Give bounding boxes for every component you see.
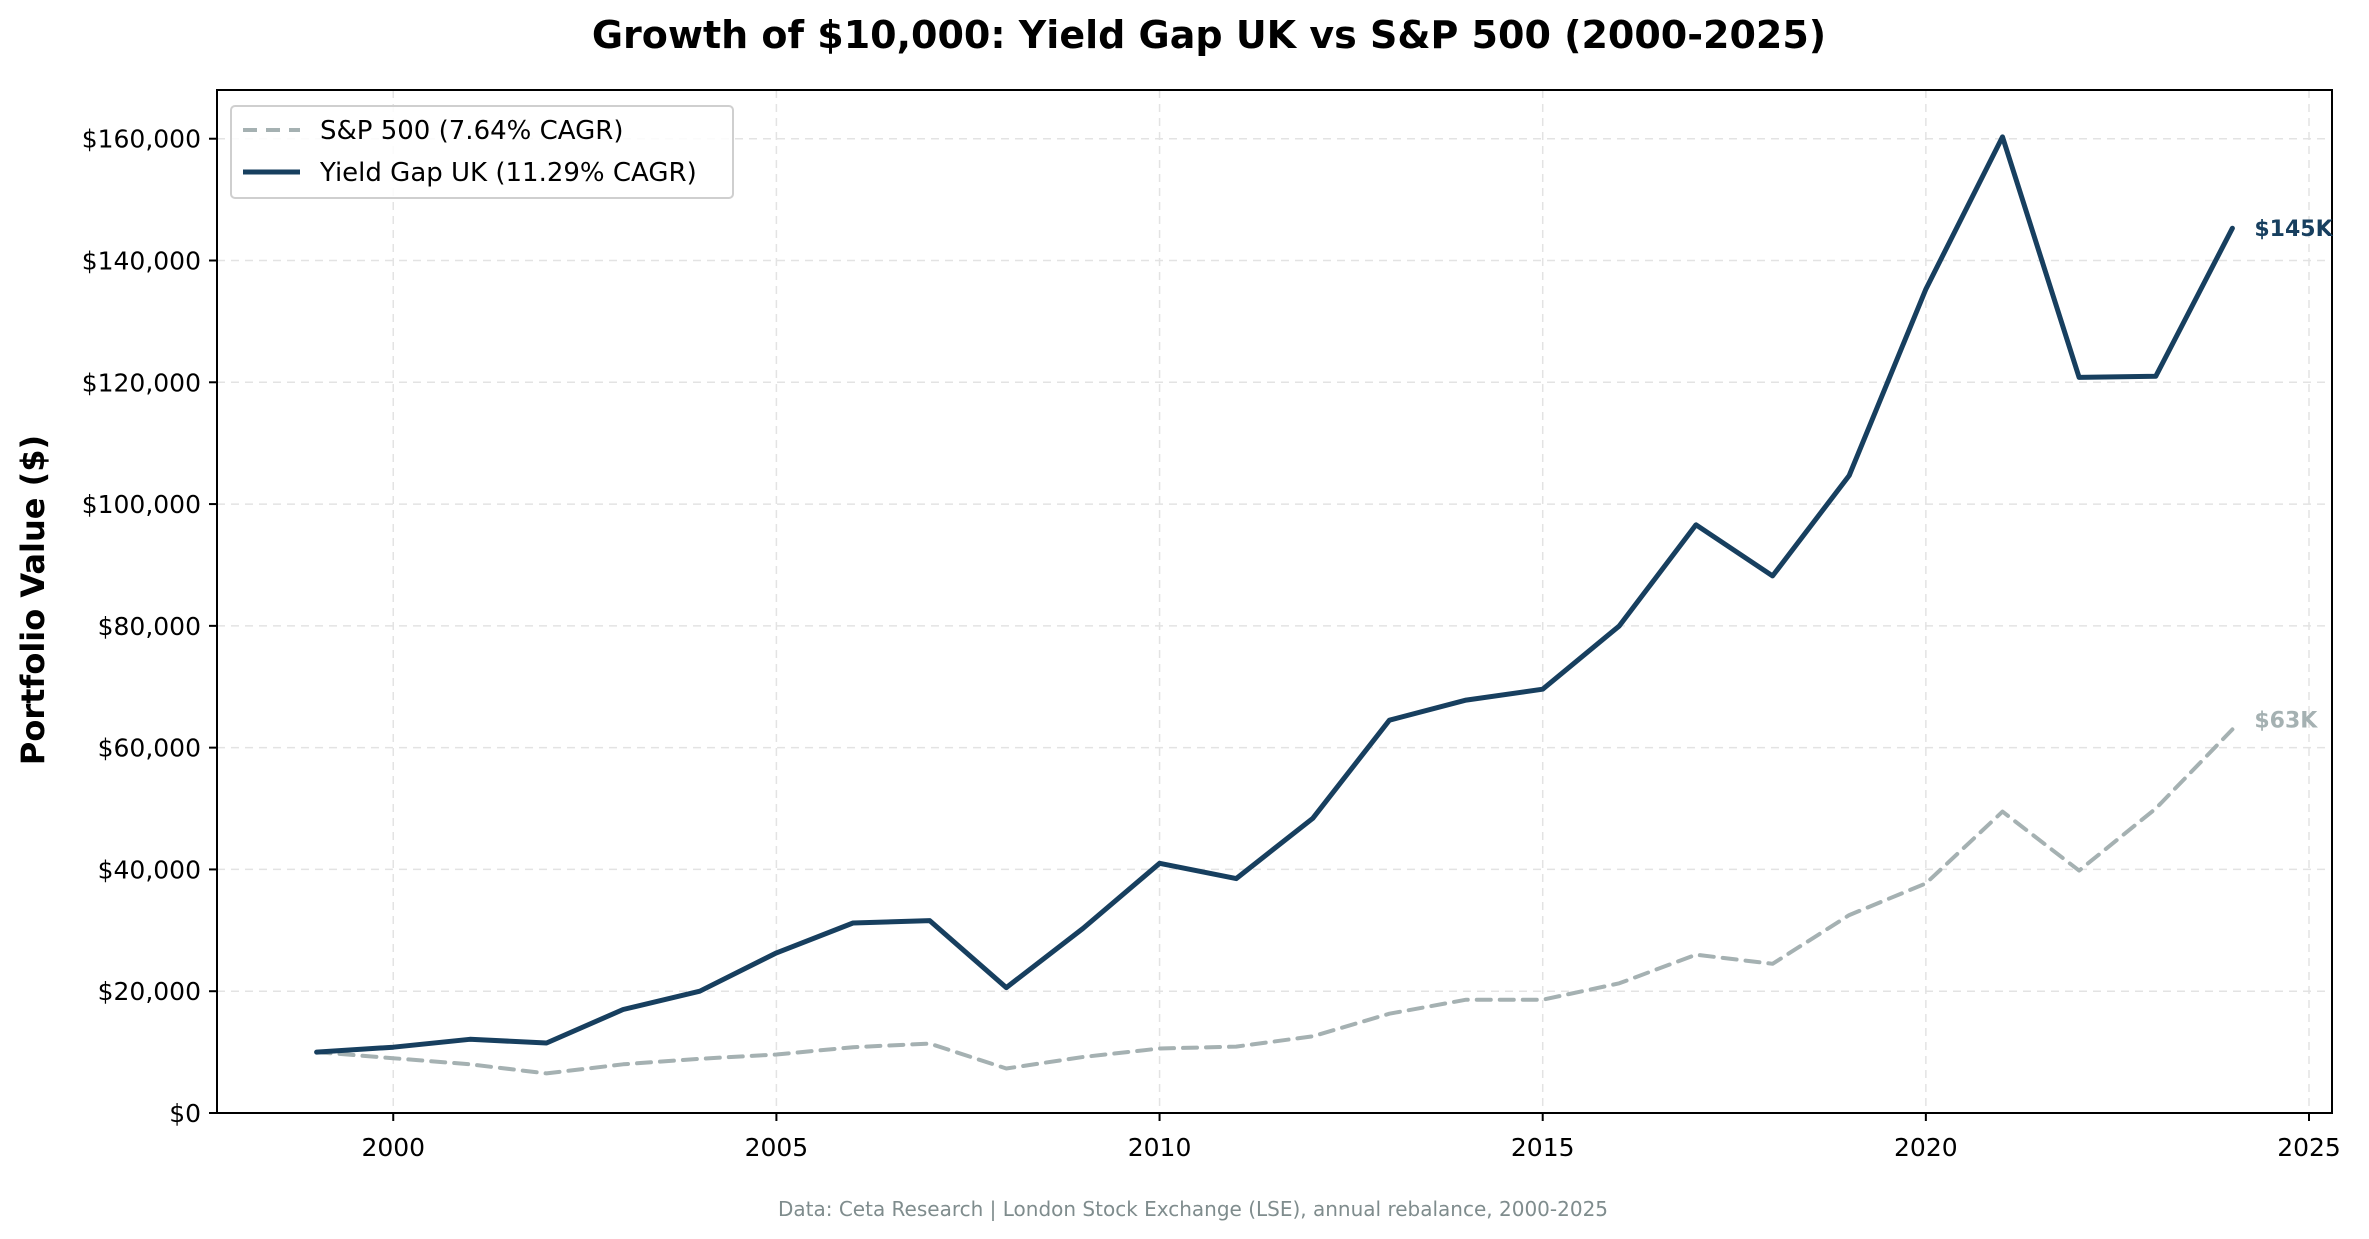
x-tick-label: 2015 (1511, 1133, 1575, 1162)
grid-layer (217, 90, 2332, 1114)
end-labels: $63K $145K (2254, 217, 2333, 733)
plot-frame (216, 89, 2333, 1114)
x-tick-label: 2025 (2277, 1133, 2341, 1162)
end-label-1: $145K (2254, 217, 2333, 242)
y-tick-label: $0 (169, 1099, 201, 1128)
x-tick-label: 2000 (361, 1133, 425, 1162)
end-label-0: $63K (2254, 708, 2318, 733)
y-axis-label: Portfolio Value ($) (14, 435, 52, 765)
x-tick-label: 2005 (745, 1133, 809, 1162)
legend-label-yield-gap-uk: Yield Gap UK (11.29% CAGR) (319, 158, 697, 188)
y-tick-label: $140,000 (82, 247, 201, 276)
y-axis: $0 $20,000 $40,000 $60,000 $80,000 $100,000 $1… (82, 125, 217, 1128)
y-tick-label: $100,000 (82, 490, 201, 519)
legend-box (230, 105, 734, 199)
series-line-1 (314, 134, 2235, 1055)
x-tick-label: 2020 (1894, 1133, 1958, 1162)
series-line-0 (314, 727, 2235, 1076)
chart-title: Growth of $10,000: Yield Gap UK vs S&P 5… (592, 13, 1826, 57)
y-tick-label: $20,000 (98, 977, 201, 1006)
legend-label-sp500: S&P 500 (7.64% CAGR) (320, 116, 623, 146)
x-tick-label: 2010 (1128, 1133, 1192, 1162)
y-tick-label: $60,000 (98, 734, 201, 763)
y-tick-label: $160,000 (82, 125, 201, 154)
x-axis: 2000 2005 2010 2015 2020 2025 (361, 1113, 2341, 1162)
legend: S&P 500 (7.64% CAGR) Yield Gap UK (11.29… (230, 105, 734, 199)
y-tick-label: $40,000 (98, 855, 201, 884)
series-layer (314, 134, 2235, 1076)
source-note: Data: Ceta Research | London Stock Excha… (778, 1197, 1608, 1221)
y-tick-label: $80,000 (98, 612, 201, 641)
y-tick-label: $120,000 (82, 368, 201, 397)
